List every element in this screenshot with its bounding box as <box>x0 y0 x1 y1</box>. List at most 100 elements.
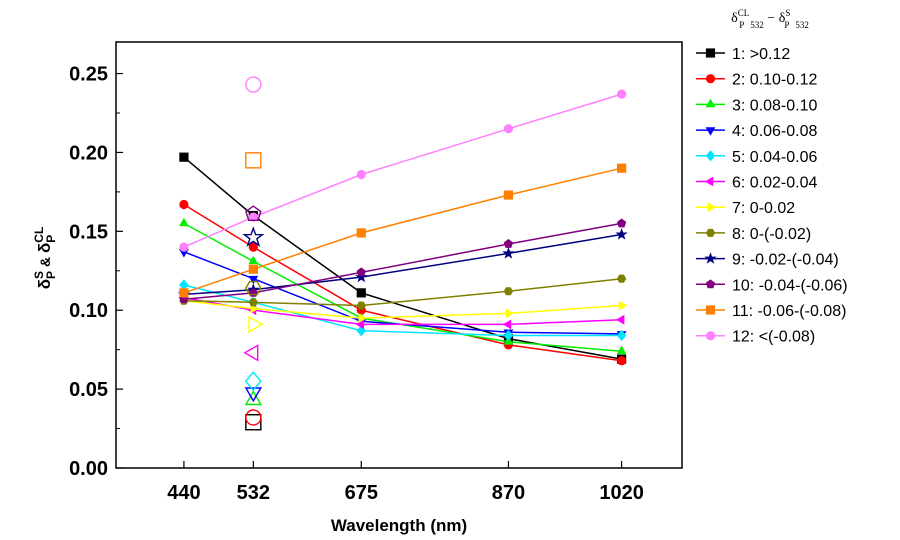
legend-marker <box>705 305 716 315</box>
legend-marker <box>707 202 717 213</box>
data-point <box>502 247 515 259</box>
series-line <box>183 167 622 294</box>
legend-label: 10: -0.04-(-0.06) <box>732 277 848 294</box>
legend-marker <box>705 48 716 58</box>
data-point <box>248 255 259 265</box>
lidar-532-point <box>245 414 262 431</box>
y-title-sub-1: P <box>44 271 58 279</box>
y-tick-label: 0.00 <box>69 458 108 480</box>
legend-marker <box>705 228 716 237</box>
data-point <box>356 228 366 238</box>
data-point <box>248 275 259 285</box>
data-point <box>502 319 512 330</box>
x-tick-label: 675 <box>345 482 378 504</box>
y-tick-label: 0.20 <box>69 142 108 164</box>
legend-item: 10: -0.04-(-0.06) <box>696 277 848 294</box>
legend-item: 7: 0-0.02 <box>696 200 795 217</box>
series-layer <box>177 89 628 366</box>
y-title-delta: δ <box>35 279 54 289</box>
legend-title: δCL P 532 − δS P 532 <box>731 8 809 30</box>
data-point <box>503 329 514 342</box>
data-point <box>617 356 627 366</box>
data-point <box>503 124 514 134</box>
series-2 <box>179 199 627 366</box>
x-tick-label: 870 <box>492 482 525 504</box>
legend-title-minus: − <box>764 11 779 26</box>
x-tick-label: 1020 <box>599 482 644 504</box>
data-point <box>250 303 260 314</box>
series-line <box>183 93 622 248</box>
data-point <box>616 314 625 325</box>
data-point <box>248 242 258 252</box>
legend-item: 9: -0.02-(-0.04) <box>696 252 839 269</box>
plot-frame <box>115 41 683 469</box>
data-point <box>503 239 514 248</box>
data-point <box>356 267 366 277</box>
legend-item: 3: 0.08-0.10 <box>696 97 818 114</box>
legend-item: 2: 0.10-0.12 <box>696 72 818 89</box>
data-point <box>616 345 627 355</box>
data-point <box>248 212 258 222</box>
legend-title-sub-532-1: 532 <box>750 20 764 30</box>
legend-title-sup-s: S <box>785 8 790 18</box>
legend-label: 3: 0.08-0.10 <box>732 97 818 114</box>
y-axis-title: δPS & δPCL <box>32 227 58 290</box>
legend-marker <box>705 98 716 108</box>
x-tick-label: 440 <box>167 482 200 504</box>
legend-label: 6: 0.02-0.04 <box>732 175 818 192</box>
lidar-532-point <box>242 226 265 247</box>
legend-item: 8: 0-(-0.02) <box>696 226 811 243</box>
series-11 <box>179 163 627 298</box>
data-point <box>615 227 628 240</box>
lidar-532-markers <box>242 76 265 431</box>
legend-title-sub-532-2: 532 <box>795 20 809 30</box>
legend-marker <box>704 176 714 187</box>
data-point <box>356 301 366 310</box>
data-point <box>618 300 628 311</box>
y-tick-label: 0.05 <box>69 379 108 401</box>
lidar-532-point <box>245 76 262 93</box>
legend-title-delta-1: δ <box>731 11 738 26</box>
data-point <box>179 199 189 210</box>
lidar-532-point <box>245 409 262 426</box>
legend-label: 8: 0-(-0.02) <box>732 226 811 243</box>
legend-item: 1: >0.12 <box>696 46 790 63</box>
data-point <box>248 298 258 307</box>
data-point <box>617 163 627 173</box>
legend-label: 11: -0.06-(-0.08) <box>732 303 846 320</box>
legend-label: 7: 0-0.02 <box>732 200 795 217</box>
data-point <box>503 287 514 296</box>
legend-item: 5: 0.04-0.06 <box>696 149 818 166</box>
legend-marker <box>704 252 717 264</box>
lidar-532-point <box>245 152 262 169</box>
legend-item: 11: -0.06-(-0.08) <box>696 303 846 320</box>
data-point <box>356 169 366 180</box>
data-point <box>356 288 366 298</box>
y-title-sup-1: S <box>32 271 46 279</box>
legend: 1: >0.12 2: 0.10-0.12 3: 0.08-0.10 4: 0.06-… <box>696 46 848 346</box>
lidar-532-point <box>244 390 263 406</box>
legend-title-sub-p-1: P <box>739 20 744 30</box>
y-title-amp: & <box>37 253 53 271</box>
legend-marker <box>705 279 716 289</box>
legend-marker <box>705 331 716 341</box>
data-point <box>355 319 365 330</box>
data-point <box>248 264 258 274</box>
x-axis-title: Wavelength (nm) <box>331 516 467 535</box>
data-point <box>179 242 189 252</box>
series-12 <box>179 89 627 252</box>
legend-marker <box>705 74 716 84</box>
lidar-532-point <box>243 344 259 362</box>
data-point <box>505 308 515 319</box>
data-point <box>179 152 189 162</box>
legend-label: 9: -0.02-(-0.04) <box>732 252 839 269</box>
legend-title-delta-2: δ <box>779 11 786 26</box>
lidar-532-point <box>248 315 264 334</box>
data-point <box>617 89 627 99</box>
data-point <box>616 218 627 228</box>
y-tick-label: 0.10 <box>69 300 108 322</box>
y-title-delta-2: δ <box>35 243 54 253</box>
y-tick-label: 0.15 <box>69 221 108 243</box>
legend-title-sup-cl: CL <box>738 8 750 18</box>
